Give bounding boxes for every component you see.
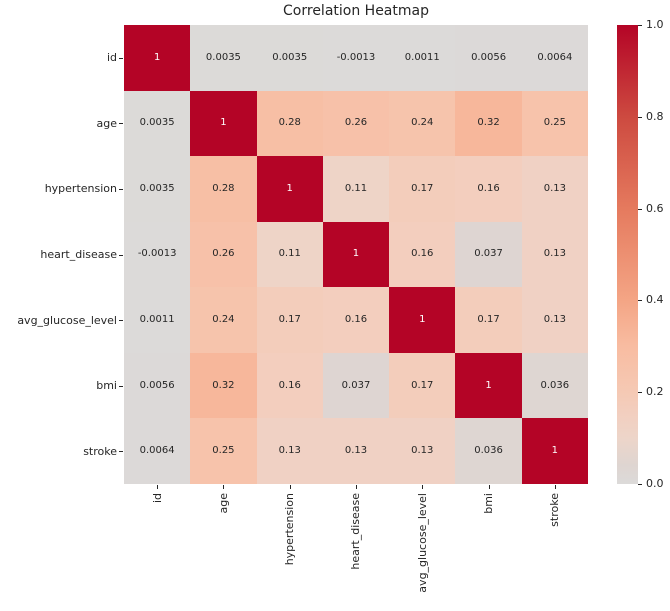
heatmap-cell: 0.13 (521, 156, 588, 222)
heatmap-cell: 0.24 (190, 287, 257, 353)
x-tick-label: hypertension (283, 493, 297, 566)
heatmap-cell: 0.0011 (124, 287, 191, 353)
x-tick-label: id (150, 493, 164, 504)
y-tick-mark (119, 188, 123, 190)
y-tick-mark (119, 254, 123, 256)
x-tick-mark (223, 485, 225, 489)
heatmap-cell: 0.17 (455, 287, 522, 353)
colorbar-tick-label: 0.2 (646, 385, 664, 399)
heatmap-cell: 1 (256, 156, 323, 222)
heatmap-cell: 0.17 (256, 287, 323, 353)
heatmap-cell: 0.0035 (124, 156, 191, 222)
y-tick-label: heart_disease (40, 247, 117, 261)
heatmap-cell: 0.0035 (256, 25, 323, 91)
colorbar-tick-mark (638, 392, 642, 394)
heatmap-cell: 0.0064 (124, 418, 191, 484)
x-tick-mark (356, 485, 357, 489)
heatmap-cell: 0.037 (455, 221, 522, 288)
heatmap-cell: 0.0011 (389, 25, 456, 91)
heatmap-cell: 0.16 (256, 352, 323, 419)
heatmap-cell: 0.16 (455, 156, 522, 222)
heatmap-cell: 0.11 (322, 156, 390, 222)
heatmap-cell: 0.26 (322, 90, 390, 157)
heatmap-cell: 0.13 (521, 287, 588, 353)
heatmap-cell: 0.28 (256, 90, 323, 157)
y-tick-label: hypertension (44, 182, 117, 196)
colorbar-tick-label: 0.0 (646, 477, 664, 490)
x-tick-label: age (216, 493, 230, 514)
y-tick-label: age (96, 116, 118, 130)
heatmap-cell: 0.16 (389, 221, 456, 288)
heatmap-cell: 0.0056 (124, 352, 191, 419)
heatmap-cell: 0.13 (256, 418, 323, 484)
y-tick-label: avg_glucose_level (17, 313, 117, 327)
x-tick-mark (422, 485, 424, 489)
x-tick-mark (488, 485, 490, 489)
y-tick-label: bmi (96, 379, 117, 393)
heatmap-cell: 0.32 (190, 352, 257, 419)
heatmap-cell: 0.25 (190, 418, 257, 484)
x-tick-label: bmi (482, 493, 496, 514)
heatmap-cell: 0.17 (389, 352, 456, 419)
y-tick-mark (119, 57, 123, 59)
heatmap-cell: 0.11 (256, 221, 323, 288)
heatmap-cell: 1 (521, 418, 588, 484)
y-tick-mark (119, 451, 123, 453)
heatmap-cell: 0.0035 (124, 90, 191, 157)
heatmap-cell: 0.16 (322, 287, 390, 353)
colorbar-tick-label: 1.0 (646, 18, 664, 31)
y-tick-mark (119, 123, 123, 125)
colorbar-tick-mark (638, 484, 642, 485)
heatmap-cell: 1 (455, 352, 522, 419)
y-tick-mark (119, 385, 123, 387)
heatmap-cell: 0.036 (455, 418, 522, 484)
heatmap-cell: 0.13 (389, 418, 456, 484)
colorbar-tick-mark (638, 300, 642, 302)
heatmap-cell: 0.25 (521, 90, 588, 157)
chart-title: Correlation Heatmap (283, 3, 429, 19)
heatmap-cell: 0.037 (322, 352, 390, 419)
colorbar-tick-label: 0.6 (646, 201, 664, 215)
heatmap-cell: 0.0035 (190, 25, 257, 91)
heatmap-cell: 1 (190, 90, 257, 157)
heatmap-cell: 1 (389, 287, 456, 353)
x-tick-label: stroke (548, 493, 562, 527)
colorbar-tick-mark (638, 208, 642, 210)
colorbar-tick-mark (638, 25, 642, 26)
y-tick-label: stroke (83, 444, 117, 458)
heatmap-cell: 0.0064 (521, 25, 588, 91)
colorbar (617, 25, 638, 484)
heatmap-cell: 0.32 (455, 90, 522, 157)
y-tick-label: id (106, 51, 117, 65)
heatmap-cell: 0.13 (322, 418, 390, 484)
heatmap-cell: 0.24 (389, 90, 456, 157)
heatmap-cell: -0.0013 (322, 25, 390, 91)
colorbar-tick-label: 0.8 (646, 109, 664, 123)
x-tick-mark (554, 485, 556, 489)
y-tick-mark (119, 320, 123, 322)
colorbar-tick-mark (638, 116, 642, 118)
heatmap-cell: 1 (322, 221, 390, 288)
heatmap-cell: 0.17 (389, 156, 456, 222)
heatmap-cell: 0.0056 (455, 25, 522, 91)
heatmap-cell: 1 (124, 25, 191, 91)
x-tick-label: heart_disease (349, 493, 363, 570)
heatmap-grid: 1 0.0035 0.0035 -0.0013 0.0011 0.0056 0.0064 0.… (124, 25, 588, 484)
x-tick-mark (157, 485, 159, 489)
heatmap-cell: -0.0013 (124, 221, 191, 288)
heatmap-cell: 0.26 (190, 221, 257, 288)
colorbar-tick-label: 0.4 (646, 293, 664, 307)
heatmap-cell: 0.036 (521, 352, 588, 419)
heatmap-cell: 0.28 (190, 156, 257, 222)
heatmap-cell: 0.13 (521, 221, 588, 288)
x-tick-label: avg_glucose_level (415, 493, 429, 593)
x-tick-mark (289, 485, 291, 489)
